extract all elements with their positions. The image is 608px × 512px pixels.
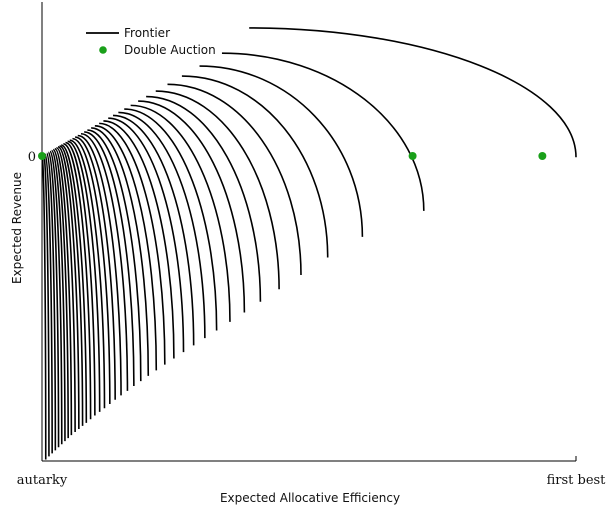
double-auction-point-1 [38, 152, 46, 160]
frontier-curve-9 [54, 147, 73, 436]
frontier-curve-20 [77, 134, 122, 396]
frontier-curve-27 [103, 120, 175, 359]
y-axis-label: Expected Revenue [10, 172, 24, 284]
frontier-curve-34 [146, 95, 262, 302]
frontier-curve-16 [67, 140, 101, 412]
double-auction-points [38, 152, 547, 160]
frontier-curve-5 [47, 151, 60, 448]
frontier-curve-13 [60, 144, 88, 423]
frontier-curve-12 [59, 145, 84, 426]
frontier-curve-2 [42, 154, 50, 457]
frontier-curve-19 [74, 136, 116, 400]
legend-frontier-label: Frontier [124, 26, 170, 40]
frontier-curve-4 [46, 152, 57, 451]
frontier-curve-35 [155, 90, 280, 290]
frontier-curve-8 [52, 148, 69, 439]
frontier-curve-31 [124, 108, 218, 331]
x-tick-label-autarky: autarky [17, 473, 68, 488]
x-tick-label-first-best: first best [547, 473, 607, 488]
frontier-curve-14 [63, 143, 92, 420]
frontier-curve-38 [199, 65, 364, 237]
frontier-curve-36 [167, 83, 302, 275]
frontier-curve-37 [181, 75, 329, 258]
frontier-curve-25 [94, 125, 158, 371]
frontier-curve-24 [91, 127, 150, 376]
axes [41, 2, 577, 462]
frontier-curve-3 [44, 153, 53, 454]
frontier-curve-1 [41, 154, 47, 460]
frontier-curve-15 [65, 141, 96, 416]
double-auction-point-3 [538, 152, 547, 160]
frontier-curve-7 [50, 149, 66, 442]
frontier-curve-28 [108, 117, 185, 353]
frontier-curve-30 [118, 111, 206, 339]
legend-double-auction-label: Double Auction [124, 43, 216, 57]
frontier-curve-10 [55, 146, 76, 433]
frontier-curve-6 [49, 150, 63, 445]
double-auction-point-2 [408, 152, 417, 160]
frontier-curve-18 [72, 137, 111, 404]
frontier-curve-39 [221, 52, 425, 211]
frontier-curve-32 [130, 104, 231, 322]
y-tick-label-zero: 0 [28, 150, 36, 165]
frontier-curve-22 [84, 131, 135, 386]
frontier-curve-29 [113, 114, 195, 346]
frontier-curve-33 [138, 100, 246, 313]
frontier-curve-23 [87, 129, 142, 382]
frontier-curve-11 [57, 146, 80, 429]
frontier-curve-17 [69, 139, 106, 409]
legend-double-auction-swatch [99, 46, 107, 54]
legend: Frontier Double Auction [86, 26, 216, 57]
frontier-curve-21 [80, 132, 129, 391]
frontier-curve-40 [249, 27, 577, 158]
frontier-curve-26 [99, 122, 166, 365]
frontier-curves [41, 27, 577, 460]
x-axis-label: Expected Allocative Efficiency [220, 491, 400, 505]
